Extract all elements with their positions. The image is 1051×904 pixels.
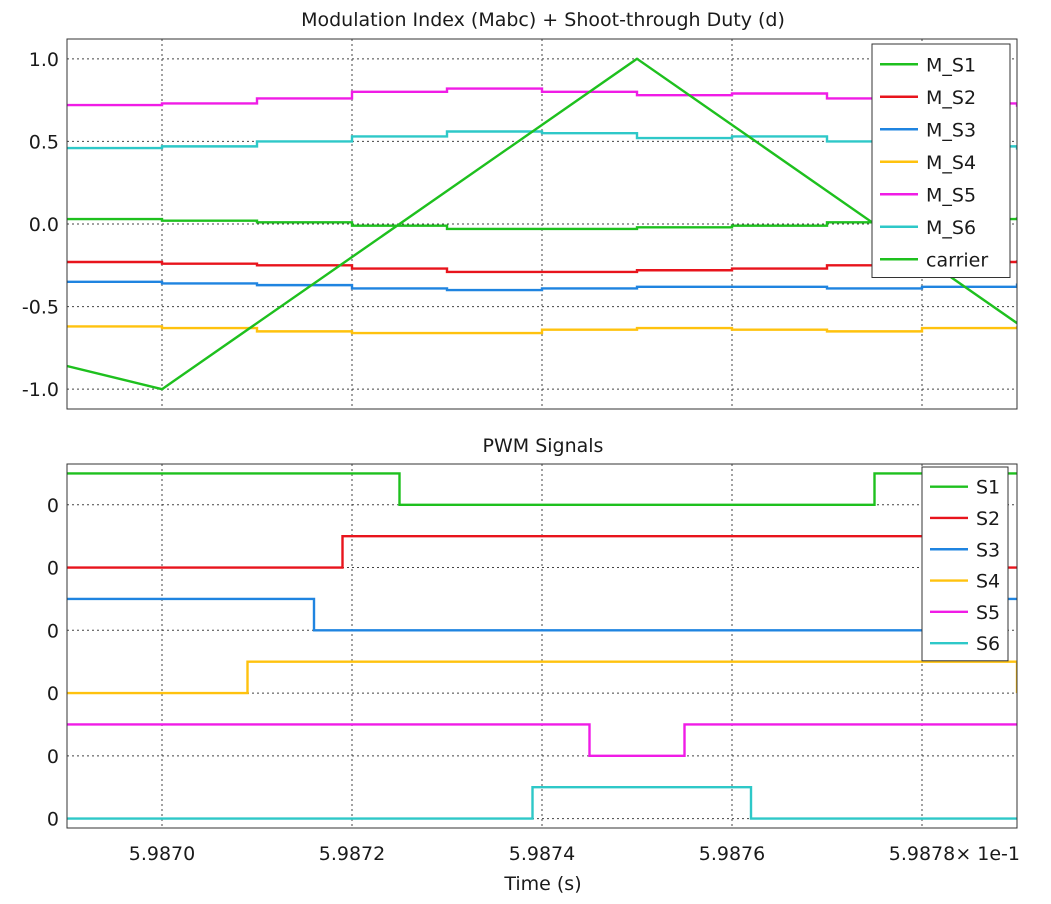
legend-label: M_S2: [926, 87, 976, 109]
series-line-m-s3: [67, 280, 1017, 292]
legend-label: S2: [976, 508, 1000, 530]
x-tick-label: 5.9878: [889, 843, 955, 865]
x-tick-label: 5.9870: [129, 843, 195, 865]
y-tick-label: 1.0: [29, 49, 59, 71]
y-tick-label: -1.0: [22, 379, 59, 401]
pwm-signals-plot: PWM Signals 0 0 0 0 0 0 5.9870 5.9872 5.9874 5.9…: [47, 435, 1020, 895]
series-line-carrier: [67, 57, 1017, 391]
y-tick-label: 0: [47, 809, 59, 831]
y-tick-label: 0: [47, 620, 59, 642]
x-tick-label: 5.9876: [699, 843, 765, 865]
legend-label: carrier: [926, 249, 988, 271]
legend-box: [921, 466, 1009, 662]
y-tick-label: 0.5: [29, 131, 59, 153]
x-axis-label: Time (s): [503, 873, 581, 895]
series-line-s4: [67, 660, 1017, 695]
legend-label: S6: [976, 633, 1000, 655]
series-line-m-s4: [67, 325, 1017, 335]
pwm-plot-frame: [66, 463, 1018, 829]
legend-label: S5: [976, 602, 1000, 624]
legend-label: S3: [976, 539, 1000, 561]
modulation-index-plot: Modulation Index (Mabc) + Shoot-through …: [22, 9, 1018, 410]
legend-label: M_S5: [926, 184, 976, 206]
legend-label: S1: [976, 477, 1000, 499]
series-line-s6: [67, 786, 1017, 820]
y-tick-label: -0.5: [22, 297, 59, 319]
y-tick-label: 0.0: [29, 214, 59, 236]
y-tick-label: 0: [47, 495, 59, 517]
pwm-plot-title: PWM Signals: [483, 435, 604, 457]
x-multiplier-label: × 1e-1: [955, 843, 1020, 865]
legend-label: M_S6: [926, 217, 976, 239]
x-tick-label: 5.9872: [319, 843, 385, 865]
legend-label: M_S4: [926, 152, 976, 174]
legend-label: M_S1: [926, 54, 976, 76]
y-tick-label: 0: [47, 746, 59, 768]
series-line-s5: [67, 723, 1017, 758]
y-tick-label: 0: [47, 683, 59, 705]
x-tick-label: 5.9874: [509, 843, 575, 865]
y-tick-label: 0: [47, 558, 59, 580]
legend-label: S4: [976, 571, 1000, 593]
modulation-plot-frame: [66, 38, 1018, 410]
legend-label: M_S3: [926, 119, 976, 141]
modulation-plot-title: Modulation Index (Mabc) + Shoot-through …: [301, 9, 785, 31]
series-line-s1: [67, 472, 1017, 506]
